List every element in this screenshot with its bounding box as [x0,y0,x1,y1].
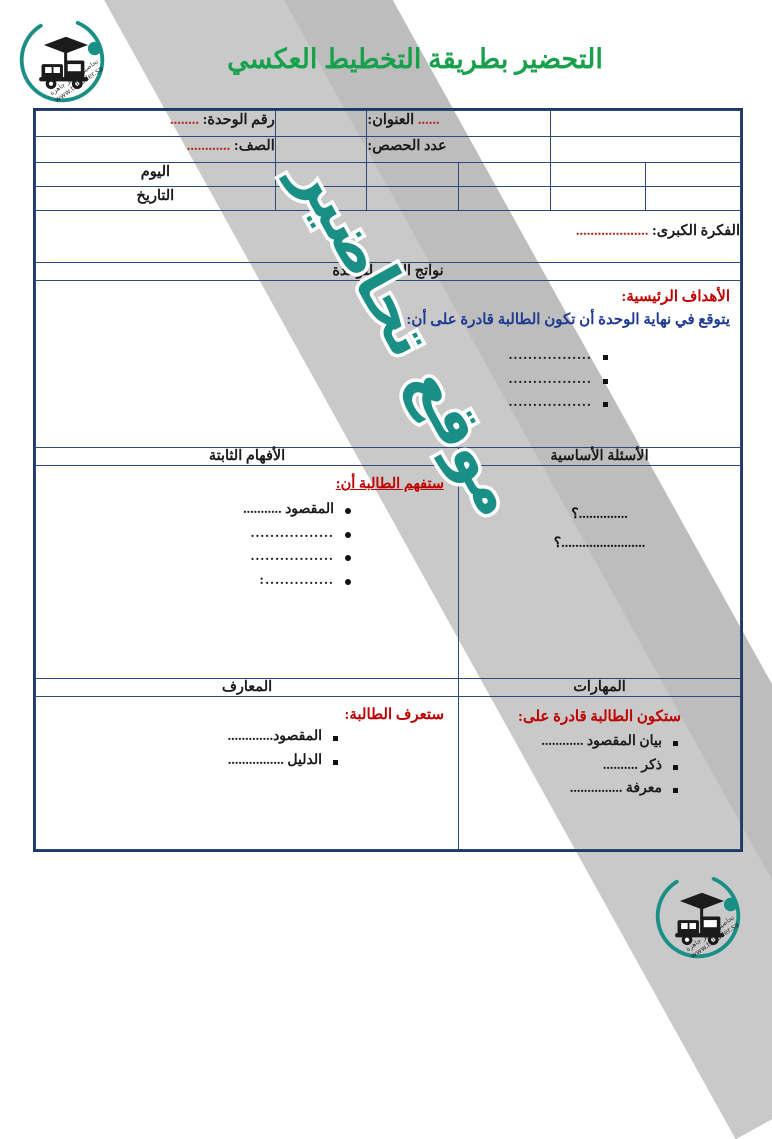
main-goals-expectation: يتوقع في نهاية الوحدة أن تكون الطالبة قا… [406,312,730,328]
cell-knowledge[interactable]: ستعرف الطالبة: المقصود............. الدل… [34,696,460,850]
main-goals-list: ................. ................. ....… [46,348,610,411]
big-idea-label: الفكرة الكبرى: [651,223,740,239]
lesson-plan-table: ...... العنوان: رقم الوحدة: ........ عدد… [33,108,743,852]
list-item: المقصود............. [50,729,340,745]
knowledge-lead: ستعرف الطالبة: [344,707,445,723]
list-item: ................. [46,348,610,364]
cell-skills[interactable]: ستكون الطالبة قادرة على: بيان المقصود ..… [458,696,741,850]
day-cell-1[interactable] [274,162,368,187]
skills-list: بيان المقصود ............ ذكر ..........… [473,734,680,797]
header-skills: المهارات [458,678,741,697]
question-line: ..............؟ [571,507,628,522]
outcomes-section-header: نواتج التعلم للوحدة [35,262,741,281]
sessions-label: عدد الحصص: [367,138,447,154]
understandings-lead: ستفهم الطالبة أن: [335,476,445,492]
date-cell-5[interactable] [644,186,742,211]
skills-lead: ستكون الطالبة قادرة على: [517,709,682,725]
grade-label: الصف: [233,138,275,154]
understandings-list: المقصود ........... ................. ..… [50,502,352,589]
cell-main-goals[interactable]: الأهداف الرئيسية: يتوقع في نهاية الوحدة … [35,280,741,448]
date-cell-4[interactable] [549,186,646,211]
list-item: ................. [50,550,352,565]
date-cell-2[interactable] [366,186,460,211]
list-item: ................. [50,526,352,542]
list-item: الدليل ................ [50,753,340,769]
cell-big-idea[interactable]: الفكرة الكبرى: .................... [35,210,741,263]
grade-dots: ............ [186,138,231,154]
question-line: ........................؟ [553,536,646,551]
table-row-grade: عدد الحصص: الصف: ............ [35,136,742,163]
header-knowledge: المعارف [34,678,460,697]
day-cell-5[interactable] [644,162,742,187]
date-label: التاريخ [136,188,175,204]
date-cell-3[interactable] [458,186,551,211]
list-item: المقصود ........... [50,502,352,518]
cell-grade[interactable]: الصف: ............ [35,136,276,163]
title-dots: ...... [417,112,440,128]
date-label-cell: التاريخ [35,186,276,211]
cell-unit-number[interactable]: رقم الوحدة: ........ [35,110,276,137]
list-item: ذكر .......... [473,758,680,774]
list-item: ..............: [50,573,352,589]
table-row-outcomes-header: نواتج التعلم للوحدة [35,262,741,281]
day-cell-3[interactable] [458,162,551,187]
header-essential-questions: الأسئلة الأساسية [458,447,741,466]
main-goals-label: الأهداف الرئيسية: [621,289,730,305]
cell-title-label[interactable]: ...... العنوان: [366,110,551,137]
cell-blank-1 [549,110,742,137]
day-cell-2[interactable] [366,162,460,187]
date-cell-1[interactable] [274,186,368,211]
tahader-logo-icon-footer: تحاضير تطوير جاهزة www.tahader.sa [650,868,746,964]
day-label: اليوم [140,164,171,180]
table-row-day: اليوم [35,162,742,187]
tahader-logo-icon: تحاضير تطوير جاهزة www.tahader.sa [14,12,110,108]
list-item: ................. [46,396,610,411]
table-row-knowledge-body: ستكون الطالبة قادرة على: بيان المقصود ..… [34,696,741,850]
table-row-understandings-body: ..............؟ ........................… [34,465,741,679]
table-row-main-goals: الأهداف الرئيسية: يتوقع في نهاية الوحدة … [35,280,741,448]
list-item: بيان المقصود ............ [473,734,680,750]
day-cell-4[interactable] [549,162,646,187]
knowledge-list: المقصود............. الدليل ............… [50,729,340,769]
table-row-big-idea: الفكرة الكبرى: .................... [35,210,741,263]
table-row-understandings-header: الأسئلة الأساسية الأفهام الثابتة [34,447,741,466]
day-label-cell: اليوم [35,162,276,187]
table-row-unit: ...... العنوان: رقم الوحدة: ........ [35,110,742,137]
list-item: ................. [46,372,610,388]
page-sheet: تحاضير تطوير جاهزة www.tahader.sa [14,12,746,964]
cell-blank-2 [274,110,368,137]
cell-blank-3 [549,136,742,163]
header-enduring-understandings: الأفهام الثابتة [34,447,460,466]
cell-essential-questions[interactable]: ..............؟ ........................… [458,465,741,679]
page-title: التحضير بطريقة التخطيط العكسي [227,44,603,74]
cell-sessions-label[interactable]: عدد الحصص: [366,136,551,163]
big-idea-dots: .................... [575,223,649,239]
table-row-date: التاريخ [35,186,742,211]
cell-enduring-understandings[interactable]: ستفهم الطالبة أن: المقصود ........... ..… [34,465,460,679]
list-item: معرفة ............... [473,782,680,797]
unit-number-dots: ........ [169,112,199,128]
title-label: العنوان: [367,112,415,128]
cell-blank-4 [274,136,368,163]
table-row-knowledge-header: المهارات المعارف [34,678,741,697]
unit-number-label: رقم الوحدة: [202,112,275,128]
